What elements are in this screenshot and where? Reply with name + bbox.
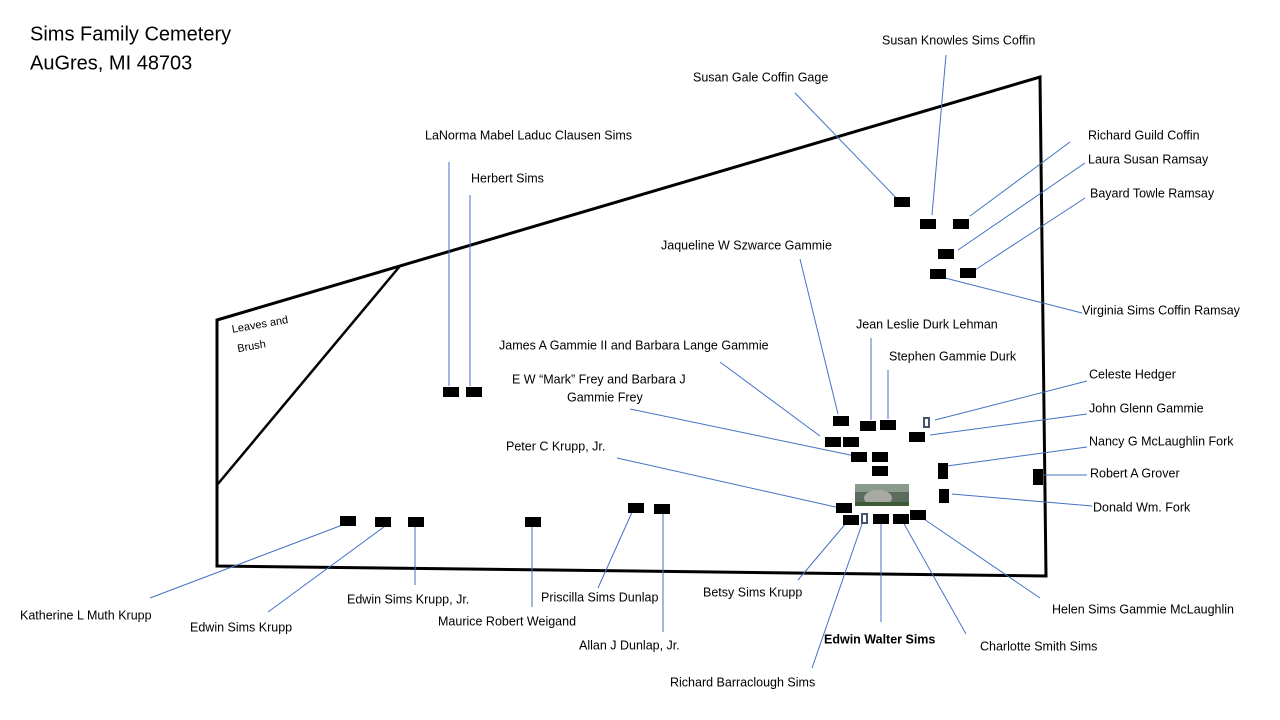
grave-marker[interactable]	[836, 503, 852, 513]
grave-label-jaqueline: Jaqueline W Szwarce Gammie	[661, 238, 832, 252]
grave-label-bayard: Bayard Towle Ramsay	[1090, 186, 1215, 200]
grave-labels: Katherine L Muth Krupp Edwin Sims Krupp Ed…	[20, 33, 1241, 689]
grave-marker[interactable]	[654, 504, 670, 514]
leader-line	[917, 514, 1041, 599]
grave-label-betsy: Betsy Sims Krupp	[703, 585, 802, 599]
leader-line	[629, 408, 856, 457]
leader-line	[799, 258, 839, 415]
grave-label-laura: Laura Susan Ramsay	[1088, 152, 1209, 166]
grave-marker[interactable]	[525, 517, 541, 527]
grave-label-nancy: Nancy G McLaughlin Fork	[1089, 434, 1234, 448]
grave-label-james: James A Gammie II and Barbara Lange Gamm…	[499, 338, 769, 352]
map-title-line2: AuGres, MI 48703	[30, 52, 192, 74]
grave-marker[interactable]	[930, 269, 946, 279]
grave-marker[interactable]	[628, 503, 644, 513]
grave-marker[interactable]	[893, 514, 909, 524]
grave-label-katherine: Katherine L Muth Krupp	[20, 608, 152, 622]
grave-marker[interactable]	[340, 516, 356, 526]
monument-photo[interactable]	[855, 484, 909, 506]
grave-marker[interactable]	[872, 452, 888, 462]
leader-line	[597, 509, 634, 589]
grave-label-helen: Helen Sims Gammie McLaughlin	[1052, 602, 1234, 616]
grave-marker[interactable]	[843, 437, 859, 447]
grave-markers	[340, 197, 1043, 527]
brush-area-label-line2: Brush	[236, 338, 266, 355]
map-title-line1: Sims Family Cemetery	[30, 23, 231, 45]
grave-marker[interactable]	[466, 387, 482, 397]
brush-area-divider	[216, 265, 401, 486]
grave-label-susan-k: Susan Knowles Sims Coffin	[882, 33, 1035, 47]
leader-line	[951, 493, 1093, 507]
leader-line	[974, 197, 1086, 271]
grave-marker-small[interactable]	[923, 417, 930, 428]
leader-line	[267, 523, 389, 613]
leader-line	[969, 141, 1071, 217]
grave-label-edwin-krupp-jr: Edwin Sims Krupp, Jr.	[347, 592, 469, 606]
grave-marker[interactable]	[860, 421, 876, 431]
grave-label-jean: Jean Leslie Durk Lehman	[856, 317, 998, 331]
grave-label-richard-b: Richard Barraclough Sims	[670, 675, 815, 689]
grave-marker[interactable]	[851, 452, 867, 462]
grave-marker[interactable]	[408, 517, 424, 527]
leader-line	[794, 92, 903, 205]
leader-line	[957, 162, 1086, 251]
grave-label-john: John Glenn Gammie	[1089, 401, 1204, 415]
grave-label-virginia: Virginia Sims Coffin Ramsay	[1082, 303, 1241, 317]
grave-label-robert: Robert A Grover	[1090, 466, 1180, 480]
grave-marker[interactable]	[825, 437, 841, 447]
leader-line	[902, 521, 967, 635]
grave-label-frey-line1: E W “Mark” Frey and Barbara J	[512, 372, 686, 386]
grave-label-priscilla: Priscilla Sims Dunlap	[541, 590, 658, 604]
grave-marker[interactable]	[909, 432, 925, 442]
grave-label-edwin-krupp: Edwin Sims Krupp	[190, 620, 292, 634]
grave-marker[interactable]	[939, 489, 949, 503]
grave-marker[interactable]	[872, 466, 888, 476]
grave-label-stephen: Stephen Gammie Durk	[889, 349, 1017, 363]
grave-label-herbert: Herbert Sims	[471, 171, 544, 185]
grave-marker[interactable]	[443, 387, 459, 397]
grave-marker[interactable]	[910, 510, 926, 520]
grave-marker[interactable]	[920, 219, 936, 229]
leader-line	[149, 523, 346, 599]
grave-label-celeste: Celeste Hedger	[1089, 367, 1176, 381]
grave-marker[interactable]	[960, 268, 976, 278]
leader-line	[931, 54, 947, 216]
grave-label-charlotte: Charlotte Smith Sims	[980, 639, 1097, 653]
leader-line	[944, 277, 1083, 314]
leader-line	[719, 361, 821, 437]
grave-marker[interactable]	[953, 219, 969, 229]
grave-label-lanorma: LaNorma Mabel Laduc Clausen Sims	[425, 128, 632, 142]
grave-marker[interactable]	[894, 197, 910, 207]
leader-line	[946, 446, 1088, 467]
grave-marker[interactable]	[375, 517, 391, 527]
grave-marker[interactable]	[1033, 469, 1043, 485]
leader-line	[797, 521, 848, 581]
leader-lines	[149, 54, 1093, 669]
leader-line	[929, 413, 1088, 436]
grave-marker[interactable]	[833, 416, 849, 426]
grave-marker-small[interactable]	[861, 513, 868, 524]
grave-marker[interactable]	[938, 249, 954, 259]
grave-marker[interactable]	[880, 420, 896, 430]
grave-label-peter: Peter C Krupp, Jr.	[506, 439, 605, 453]
grave-marker[interactable]	[873, 514, 889, 524]
brush-area-label-line1: Leaves and	[231, 314, 289, 336]
grave-marker[interactable]	[843, 515, 859, 525]
grave-label-edwin-walter: Edwin Walter Sims	[824, 632, 935, 646]
grave-label-susan-g: Susan Gale Coffin Gage	[693, 70, 828, 84]
grave-marker[interactable]	[938, 463, 948, 479]
grave-label-allan: Allan J Dunlap, Jr.	[579, 638, 680, 652]
grave-label-maurice: Maurice Robert Weigand	[438, 614, 576, 628]
leader-line	[616, 457, 841, 509]
grave-label-frey-line2: Gammie Frey	[567, 390, 643, 404]
leader-line	[811, 523, 863, 669]
grave-label-richard-g: Richard Guild Coffin	[1088, 128, 1200, 142]
grave-label-donald: Donald Wm. Fork	[1093, 500, 1191, 514]
leader-line	[934, 380, 1088, 421]
